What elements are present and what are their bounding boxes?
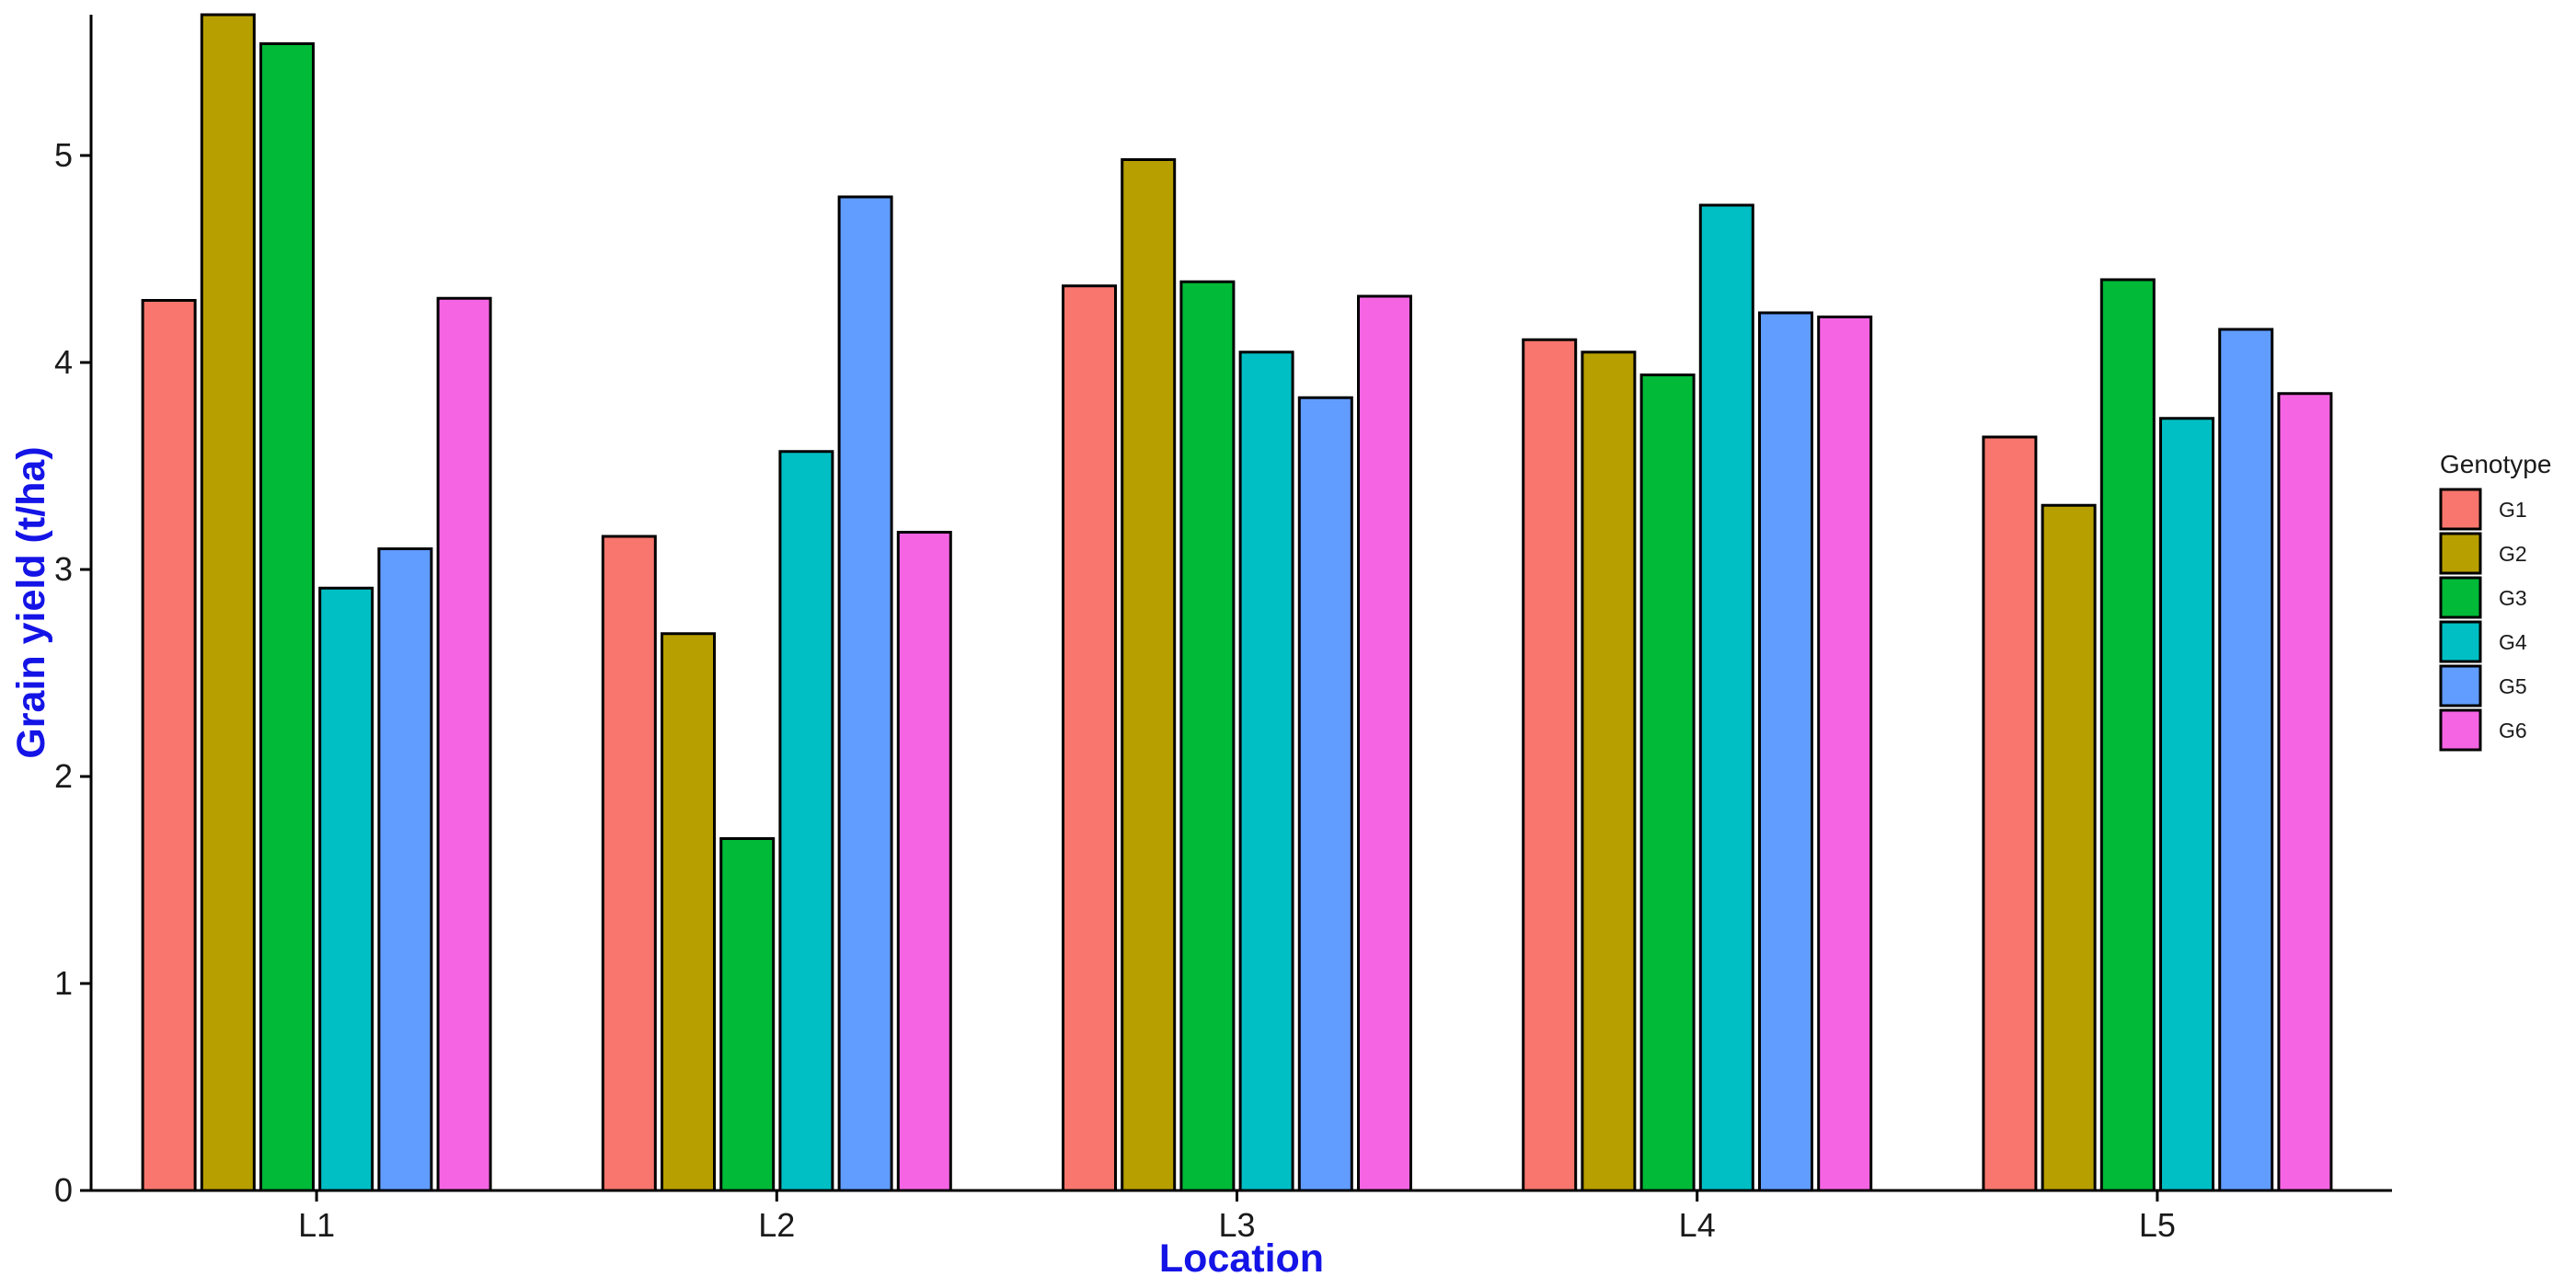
bar-l2-g6 (896, 531, 952, 1192)
bar-l2-g3 (719, 837, 776, 1192)
legend: Genotype G1 G2 G3 G4 G5 G6 (2439, 450, 2551, 752)
bar-l5-g2 (2041, 503, 2097, 1192)
bar-l2-g1 (601, 535, 657, 1192)
y-tick-label: 2 (54, 757, 73, 795)
x-ticks: L1 L2 L3 L4 L5 (298, 1190, 2176, 1244)
y-tick-label: 1 (54, 964, 73, 1002)
legend-swatch-g3 (2439, 576, 2482, 619)
bar-l3-g6 (1357, 294, 1412, 1192)
y-tick-label: 4 (54, 343, 73, 381)
bar-l5-g3 (2099, 278, 2156, 1192)
legend-swatch-g1 (2439, 488, 2482, 531)
bar-l3-g5 (1297, 396, 1353, 1192)
bar-l5-g1 (1982, 435, 2038, 1192)
y-tick-label: 5 (54, 136, 73, 174)
bar-l3-g3 (1179, 280, 1236, 1192)
bar-l2-g2 (661, 632, 716, 1192)
bar-l1-g2 (200, 13, 256, 1192)
bar-l3-g4 (1238, 351, 1294, 1192)
legend-swatch-g2 (2439, 532, 2482, 575)
legend-swatch-g5 (2439, 664, 2482, 707)
bar-l2-g4 (778, 450, 834, 1192)
legend-swatch-g6 (2439, 708, 2482, 752)
axes-layer (89, 15, 2392, 1192)
bars-layer (141, 13, 2333, 1192)
bar-l1-g4 (318, 586, 374, 1192)
legend-label-g4: G4 (2499, 630, 2527, 654)
bar-l1-g3 (259, 42, 315, 1192)
bar-l2-g5 (837, 195, 893, 1192)
bar-l1-g6 (436, 296, 492, 1192)
y-ticks: 0 1 2 3 4 5 (54, 136, 91, 1209)
y-tick-label: 0 (54, 1171, 73, 1209)
bar-l4-g3 (1639, 374, 1696, 1192)
bar-l5-g5 (2218, 328, 2274, 1192)
bar-l1-g1 (141, 299, 197, 1192)
x-tick-label: L3 (1218, 1206, 1255, 1244)
bar-l4-g6 (1817, 316, 1873, 1192)
y-tick-label: 3 (54, 550, 73, 588)
legend-items: G1 G2 G3 G4 G5 G6 (2439, 488, 2527, 752)
y-axis-title: Grain yield (t/ha) (9, 446, 53, 758)
bar-l4-g4 (1698, 203, 1754, 1192)
bar-l4-g5 (1758, 311, 1813, 1192)
bar-l3-g1 (1062, 284, 1117, 1192)
x-tick-label: L4 (1679, 1206, 1716, 1244)
bar-l4-g2 (1581, 351, 1637, 1192)
legend-label-g6: G6 (2499, 719, 2527, 742)
x-axis-title: Location (1159, 1236, 1324, 1281)
bar-l3-g2 (1121, 158, 1177, 1192)
legend-label-g1: G1 (2499, 498, 2527, 522)
x-tick-label: L2 (758, 1206, 795, 1244)
bar-l5-g4 (2159, 417, 2214, 1192)
bar-l5-g6 (2277, 392, 2333, 1192)
legend-label-g3: G3 (2499, 586, 2527, 610)
legend-label-g5: G5 (2499, 674, 2527, 698)
x-tick-label: L5 (2139, 1206, 2176, 1244)
legend-swatch-g4 (2439, 620, 2482, 663)
legend-title: Genotype (2440, 450, 2551, 478)
legend-label-g2: G2 (2499, 542, 2527, 566)
bar-l1-g5 (377, 547, 433, 1192)
x-tick-label: L1 (298, 1206, 335, 1244)
bar-l4-g1 (1522, 338, 1578, 1192)
